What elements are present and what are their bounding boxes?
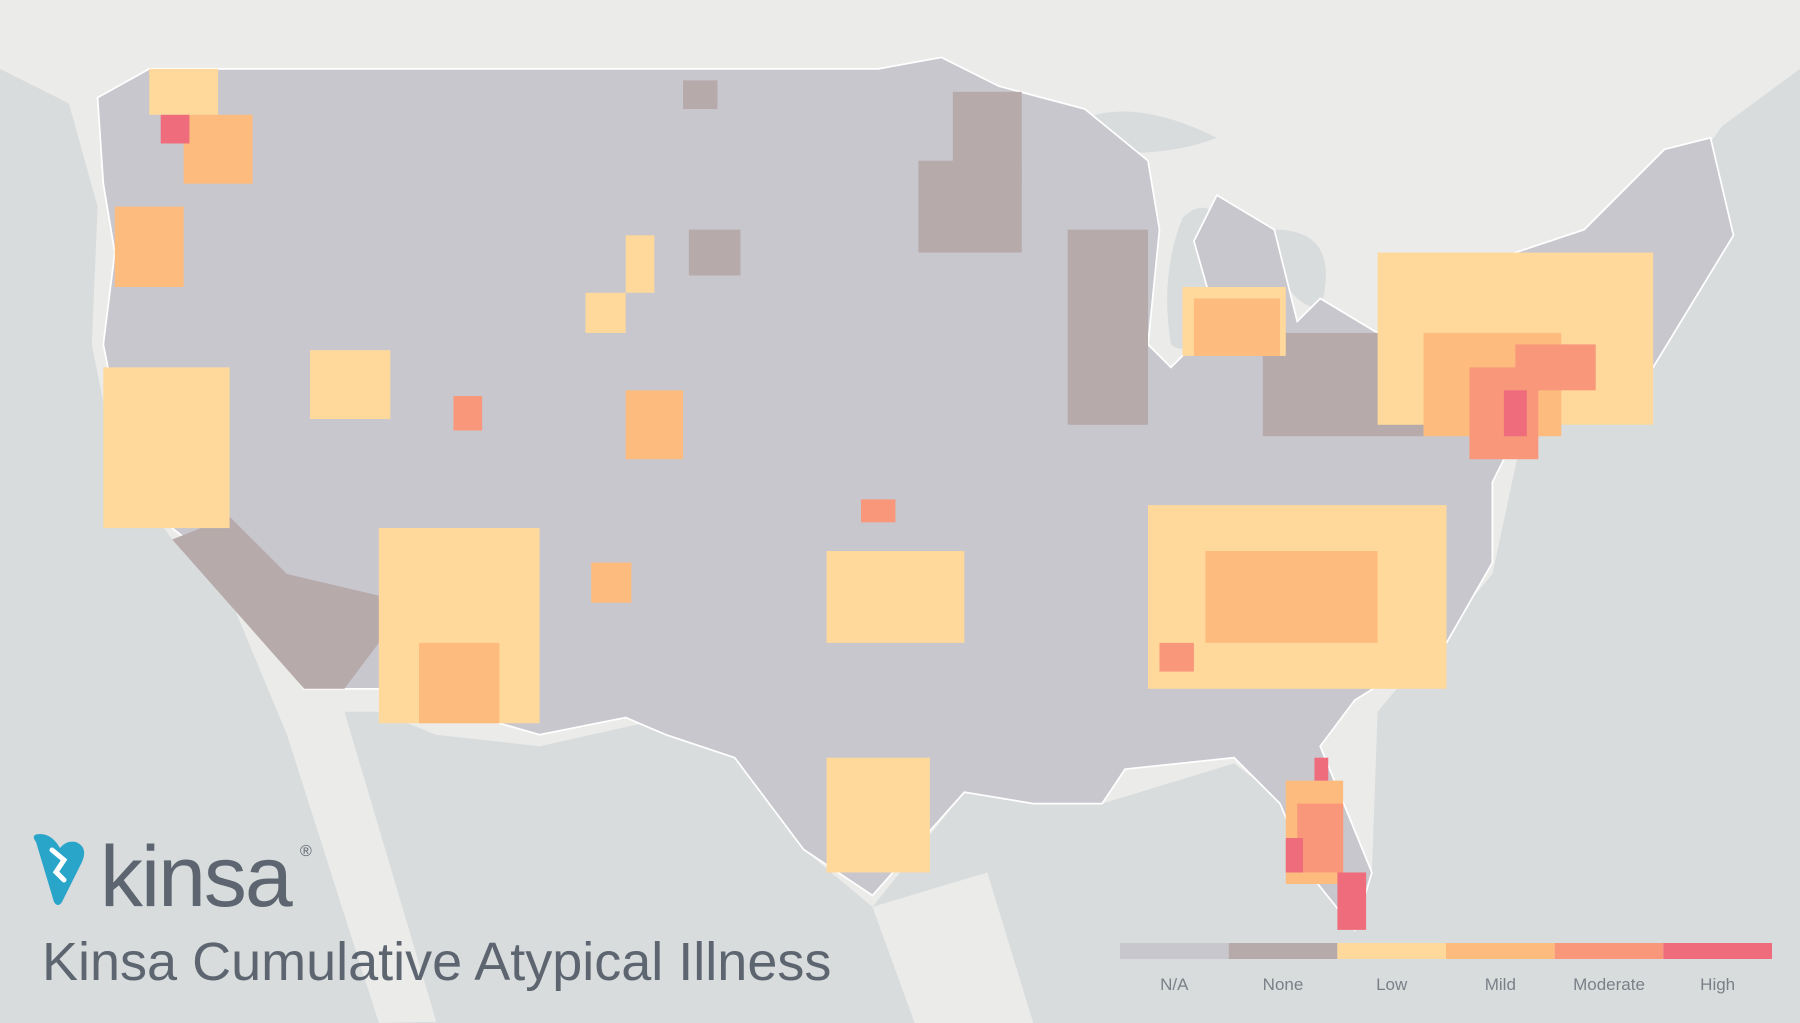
legend: N/A None Low Mild Moderate High [1120, 943, 1772, 994]
map-title: Kinsa Cumulative Atypical Illness [42, 932, 831, 992]
legend-swatch [1120, 943, 1229, 959]
legend-swatch [1554, 943, 1664, 959]
legend-swatch [1663, 943, 1772, 959]
legend-swatch [1228, 943, 1338, 959]
logo-icon-accent [49, 847, 68, 883]
legend-swatch [1337, 943, 1446, 959]
legend-label: Low [1376, 975, 1408, 994]
legend-label: N/A [1160, 975, 1189, 994]
logo-text: kinsa [100, 829, 293, 925]
logo: kinsa ® [33, 829, 312, 925]
logo-registered: ® [300, 843, 312, 860]
legend-label: Mild [1485, 975, 1516, 994]
legend-label: None [1263, 975, 1304, 994]
legend-label: High [1700, 975, 1735, 994]
legend-swatch [1446, 943, 1555, 959]
legend-label: Moderate [1573, 975, 1645, 994]
